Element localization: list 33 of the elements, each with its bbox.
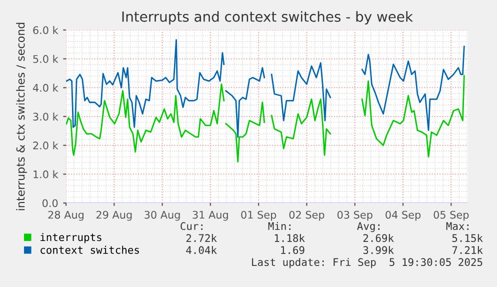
chart-title: Interrupts and context switches - by week: [122, 11, 413, 25]
text: Avg:: [357, 222, 380, 232]
text: Min:: [268, 222, 290, 230]
y-axis-title: interrupts & ctx switches / second: [16, 22, 27, 210]
text: Last update: Fri Sep 5 19:30:05 2025: [252, 258, 482, 268]
text: 1.69: [281, 246, 304, 254]
y-tick-label: 4.0 k: [32, 84, 58, 92]
text: 7.21k: [452, 246, 483, 254]
text: 4.04k: [186, 246, 217, 254]
text: 2.69k: [363, 234, 394, 242]
legend-label: interrupts: [40, 233, 102, 244]
y-tick-label: 3.0 k: [33, 112, 58, 121]
x-tick-label: 30 Aug: [144, 210, 180, 221]
text: 1.18k: [274, 234, 305, 242]
y-tick-label: 2.0 k: [33, 141, 58, 150]
x-tick-label: 29 Aug: [96, 210, 132, 221]
text: 2.72k: [186, 234, 217, 242]
text: Cur:: [180, 222, 202, 230]
x-tick-label: 28 Aug: [48, 210, 84, 221]
x-tick-label: 03 Sep: [337, 210, 372, 221]
text: Max:: [446, 222, 468, 230]
x-tick-label: 01 Sep: [241, 210, 276, 221]
y-tick-label: 0.0: [42, 199, 58, 208]
x-tick-label: 02 Sep: [289, 210, 324, 221]
y-tick-label: 6.0 k: [33, 26, 58, 34]
legend-label: context switches: [40, 246, 139, 254]
y-tick-label: 5.0 k: [33, 54, 58, 63]
text: 5.15k: [452, 234, 483, 242]
y-tick-label: 1.0 k: [34, 170, 58, 178]
x-tick-label: 31 Aug: [192, 210, 228, 221]
x-tick-label: 05 Sep: [434, 210, 469, 221]
x-tick-label: 04 Sep: [386, 210, 421, 221]
text: 3.99k: [363, 246, 394, 254]
